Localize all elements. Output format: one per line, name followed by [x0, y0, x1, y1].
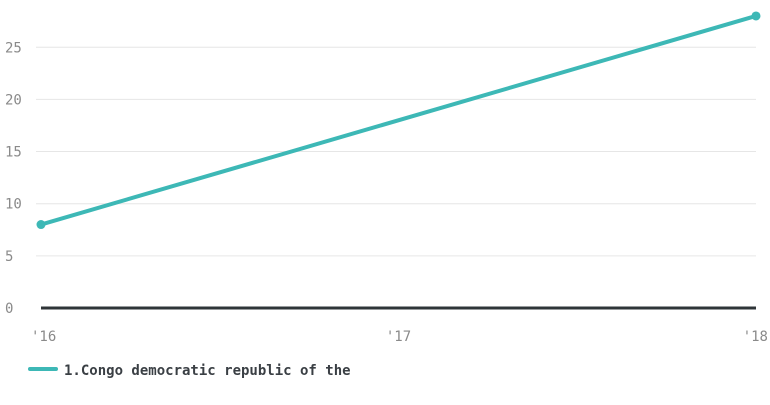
y-tick-label: 5	[5, 249, 13, 265]
x-tick-label: '16	[31, 329, 56, 345]
series-line	[39, 13, 758, 227]
y-tick-label: 0	[5, 301, 13, 317]
y-tick-label: 10	[5, 197, 22, 213]
x-axis-ticks: '16 '17 '18	[31, 329, 768, 345]
y-tick-label: 20	[5, 92, 22, 108]
x-tick-label: '17	[386, 329, 411, 345]
plot-area	[36, 11, 761, 230]
y-tick-label: 15	[5, 145, 22, 161]
y-tick-label: 25	[5, 40, 22, 56]
y-axis-ticks: 0 5 10 15 20 25	[5, 40, 22, 317]
data-point	[36, 220, 46, 230]
legend-swatch	[28, 367, 58, 371]
x-tick-label: '18	[743, 329, 768, 345]
legend[interactable]: 1.Congo democratic republic of the	[28, 358, 388, 385]
gridlines	[36, 46, 756, 310]
legend-label: 1.Congo democratic republic of the	[64, 363, 351, 379]
data-point	[751, 11, 761, 21]
